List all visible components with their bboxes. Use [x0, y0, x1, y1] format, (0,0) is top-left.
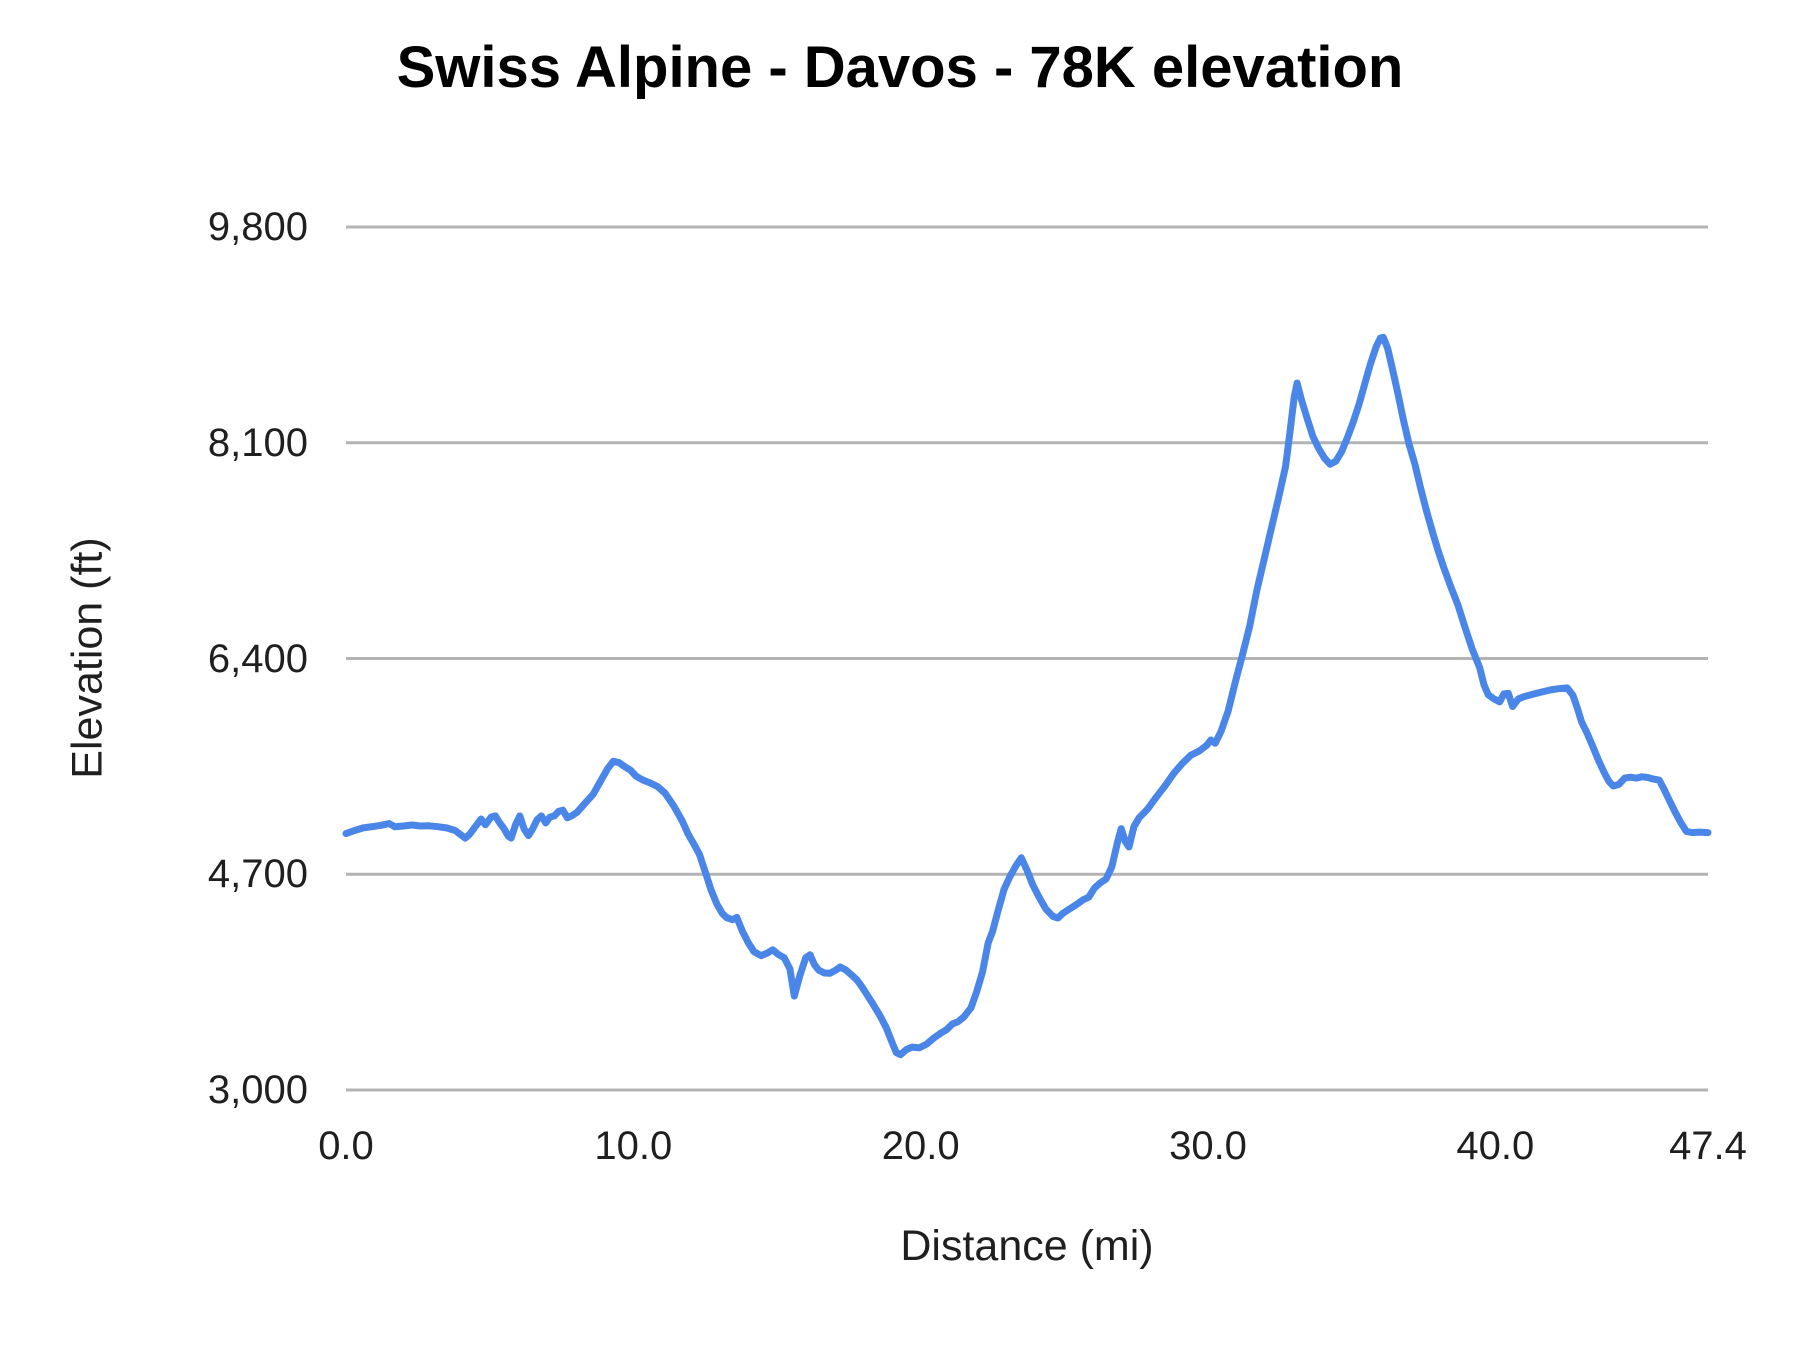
chart-title: Swiss Alpine - Davos - 78K elevation — [396, 35, 1404, 100]
y-tick-label: 8,100 — [207, 420, 308, 465]
y-tick-label: 9,800 — [207, 205, 308, 249]
y-tick-label: 3,000 — [207, 1068, 308, 1112]
y-tick-label: 6,400 — [207, 636, 308, 681]
y-tick-label: 4,700 — [207, 852, 308, 897]
elevation-line — [342, 333, 1712, 1059]
x-tick-label: 20.0 — [881, 1124, 960, 1168]
x-tick-label: 10.0 — [594, 1124, 673, 1168]
chart-canvas — [342, 225, 1712, 1092]
gridlines-group — [346, 225, 1708, 1092]
x-tick-label: 0.0 — [318, 1124, 374, 1168]
x-tick-label: 47.4 — [1669, 1124, 1747, 1168]
plot-area — [342, 225, 1712, 1092]
x-axis-title: Distance (mi) — [900, 1222, 1154, 1270]
x-tick-label: 30.0 — [1169, 1124, 1247, 1168]
x-tick-label: 40.0 — [1456, 1124, 1535, 1168]
